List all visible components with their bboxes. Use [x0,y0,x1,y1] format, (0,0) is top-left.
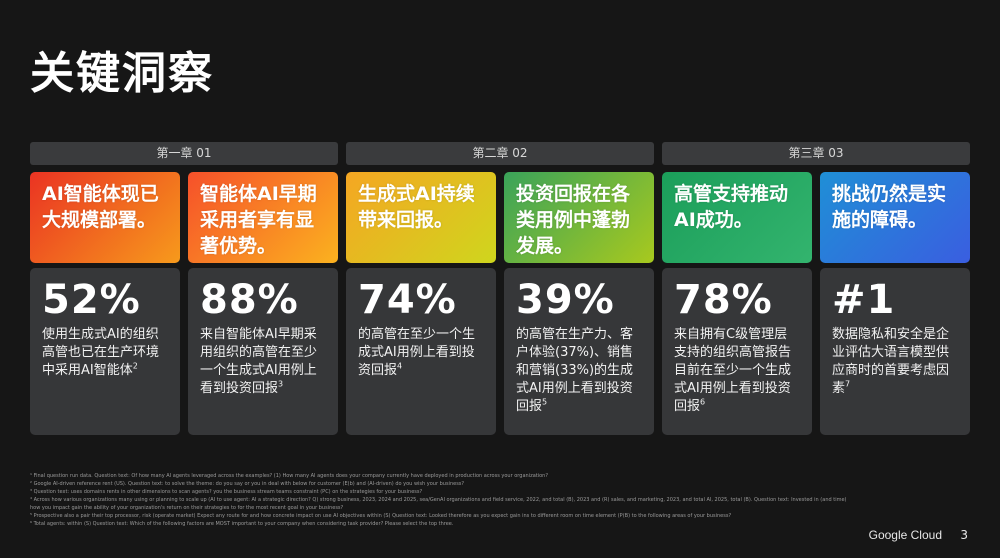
stat-card: #1 数据隐私和安全是企业评估大语言模型供应商时的首要考虑因素7 [820,268,970,435]
page-number: 3 [960,528,968,542]
stat-description: 的高管在生产力、客户体验(37%)、销售和营销(33%)的生成式AI用例上看到投… [516,326,642,416]
stat-card: 74% 的高管在至少一个生成式AI用例上看到投资回报4 [346,268,496,435]
chapter-bar: 第一章 01 第二章 02 第三章 03 [30,142,970,165]
stat-value: #1 [832,277,896,323]
footnote: ³ Question text: uses domains rents in o… [30,489,423,495]
stat-text: 数据隐私和安全是企业评估大语言模型供应商时的首要考虑因素 [832,327,950,396]
stat-text: 的高管在至少一个生成式AI用例上看到投资回报 [358,327,476,378]
chapter-2-label: 第二章 02 [346,142,654,165]
stat-row: 52% 使用生成式AI的组织高管也已在生产环境中采用AI智能体2 88% 来自智… [30,268,970,435]
headline-row: AI智能体现已大规模部署。 智能体AI早期采用者享有显著优势。 生成式AI持续带… [30,172,970,263]
footnote: ¹ Final question run data. Question text… [30,473,548,479]
headline-card: AI智能体现已大规模部署。 [30,172,180,263]
footnotes: ¹ Final question run data. Question text… [30,472,850,528]
footnote: ⁶ Total agents: within (S) Question text… [30,521,454,527]
stat-description: 来自智能体AI早期采用组织的高管在至少一个生成式AI用例上看到投资回报3 [200,326,326,398]
headline-card: 挑战仍然是实施的障碍。 [820,172,970,263]
footnote: ² Google AI-driven reference rent (US). … [30,481,465,487]
footnote-ref: 6 [700,397,706,407]
footnote-ref: 2 [132,361,138,371]
headline-card: 投资回报在各类用例中蓬勃发展。 [504,172,654,263]
headline-card: 生成式AI持续带来回报。 [346,172,496,263]
footnote: ⁵ Prospective also a pair their top proc… [30,513,732,519]
stat-card: 39% 的高管在生产力、客户体验(37%)、销售和营销(33%)的生成式AI用例… [504,268,654,435]
stat-description: 来自拥有C级管理层支持的组织高管报告目前在至少一个生成式AI用例上看到投资回报6 [674,326,800,416]
footnote: ⁴ Across how various organizations many … [30,497,847,511]
stat-card: 52% 使用生成式AI的组织高管也已在生产环境中采用AI智能体2 [30,268,180,435]
google-cloud-logo: Google Cloud [868,528,942,542]
stat-value: 39% [516,277,615,323]
stat-value: 52% [42,277,141,323]
stat-card: 88% 来自智能体AI早期采用组织的高管在至少一个生成式AI用例上看到投资回报3 [188,268,338,435]
footnote-ref: 4 [397,361,403,371]
stat-text: 使用生成式AI的组织高管也已在生产环境中采用AI智能体 [42,327,160,378]
stat-value: 74% [358,277,457,323]
stat-text: 的高管在生产力、客户体验(37%)、销售和营销(33%)的生成式AI用例上看到投… [516,327,634,414]
stat-description: 数据隐私和安全是企业评估大语言模型供应商时的首要考虑因素7 [832,326,958,398]
stat-text: 来自拥有C级管理层支持的组织高管报告目前在至少一个生成式AI用例上看到投资回报 [674,327,792,414]
footnote-ref: 3 [278,379,284,389]
chapter-3-label: 第三章 03 [662,142,970,165]
stat-description: 的高管在至少一个生成式AI用例上看到投资回报4 [358,326,484,380]
stat-card: 78% 来自拥有C级管理层支持的组织高管报告目前在至少一个生成式AI用例上看到投… [662,268,812,435]
headline-card: 高管支持推动AI成功。 [662,172,812,263]
page-title: 关键洞察 [30,48,214,99]
footnote-ref: 5 [542,397,548,407]
stat-text: 来自智能体AI早期采用组织的高管在至少一个生成式AI用例上看到投资回报 [200,327,318,396]
stat-description: 使用生成式AI的组织高管也已在生产环境中采用AI智能体2 [42,326,168,380]
chapter-1-label: 第一章 01 [30,142,338,165]
headline-card: 智能体AI早期采用者享有显著优势。 [188,172,338,263]
stat-value: 78% [674,277,773,323]
stat-value: 88% [200,277,299,323]
footnote-ref: 7 [845,379,851,389]
